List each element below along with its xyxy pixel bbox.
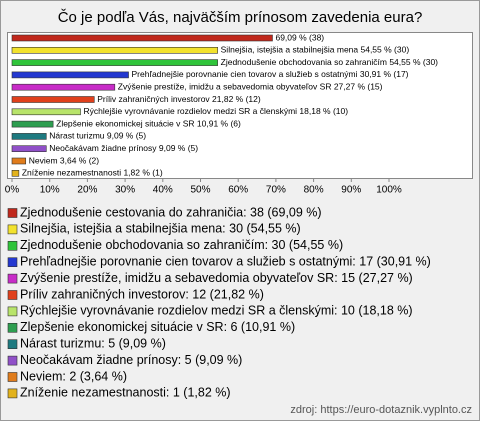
legend-label: Zlepšenie ekonomickej situácie v SR: 6 (… [20,320,295,334]
x-tick-label: 40% [153,185,173,196]
value-label: Zvýšenie prestíže, imidžu a sebavedomia … [118,81,383,91]
x-tick-label: 0% [5,185,20,196]
legend-swatch [7,306,18,317]
chart-title: Čo je podľa Vás, najväčším prínosom zave… [58,9,423,26]
legend-label: Prehľadnejšie porovnanie cien tovarov a … [20,254,431,268]
x-tick-label: 20% [77,185,97,196]
value-label: 69,09 % (38) [275,32,324,42]
legend-label: Rýchlejšie vyrovnávanie rozdielov medzi … [20,304,413,318]
value-label: Príliv zahraničných investorov 21,82 % (… [97,94,261,104]
bar [11,145,47,152]
bar [11,46,218,54]
legend-label: Neviem: 2 (3,64 %) [20,369,127,383]
value-label: Zlepšenie ekonomickej situácie v SR 10,9… [56,118,241,128]
x-tick-label: 100% [376,185,402,196]
bar [11,120,54,128]
legend-swatch [7,241,18,251]
legend-label: Zjednodušenie cestovania do zahraničia: … [20,205,322,219]
value-label: Zníženie nezamestnanosti 1,82 % (1) [22,168,163,178]
legend-label: Nárast turizmu: 5 (9,09 %) [20,336,166,350]
legend-swatch [7,322,18,333]
x-tick-label: 10% [40,185,60,196]
value-label: Nárast turizmu 9,09 % (5) [49,131,146,141]
value-label: Rýchlejšie vyrovnávanie rozdielov medzi … [84,106,349,116]
plot-area [7,32,473,179]
legend-swatch [7,388,18,399]
bar [11,133,47,140]
legend-swatch [7,257,18,268]
bar [11,96,95,103]
x-tick-label: 80% [304,185,324,196]
bar [11,108,81,116]
legend-swatch [7,273,18,284]
legend-swatch [7,208,18,218]
x-tick-label: 30% [115,185,135,196]
legend-swatch [7,224,18,235]
legend-swatch [7,372,18,382]
value-label: Silnejšia, istejšia a stabilnejšia mena … [221,45,410,55]
x-tick-label: 50% [190,185,210,196]
value-label: Prehľadnejšie porovnanie cien tovarov a … [132,69,409,79]
legend-label: Neočakávam žiadne prínosy: 5 (9,09 %) [20,353,242,367]
bar [11,71,129,79]
legend-swatch [7,290,18,300]
bar [11,157,27,165]
legend-swatch [7,339,18,350]
legend-label: Zvýšenie prestíže, imidžu a sebavedomia … [20,271,413,285]
x-tick-label: 70% [266,185,286,196]
bar [11,59,218,66]
legend-label: Príliv zahraničných investorov: 12 (21,8… [20,287,264,301]
source: zdroj: https://euro-dotaznik.vyplnto.cz [290,404,472,416]
value-label: Zjednodušenie obchodovania so zahraničím… [221,57,439,67]
x-tick-label: 60% [228,185,248,196]
value-label: Neočakávam žiadne prínosy 9,09 % (5) [49,143,198,153]
bar [11,170,20,177]
x-tick-label: 90% [341,185,361,196]
bar [11,34,273,42]
legend-swatch [7,355,18,366]
value-label: Neviem 3,64 % (2) [29,155,100,165]
legend-label: Zjednodušenie obchodovania so zahraničím… [20,238,343,252]
bar [11,83,116,91]
legend-label: Silnejšia, istejšia a stabilnejšia mena:… [20,222,301,236]
legend-label: Zníženie nezamestnanosti: 1 (1,82 %) [20,386,231,400]
